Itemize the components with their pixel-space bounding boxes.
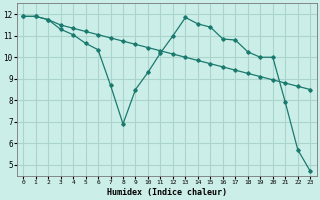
X-axis label: Humidex (Indice chaleur): Humidex (Indice chaleur)	[107, 188, 227, 197]
